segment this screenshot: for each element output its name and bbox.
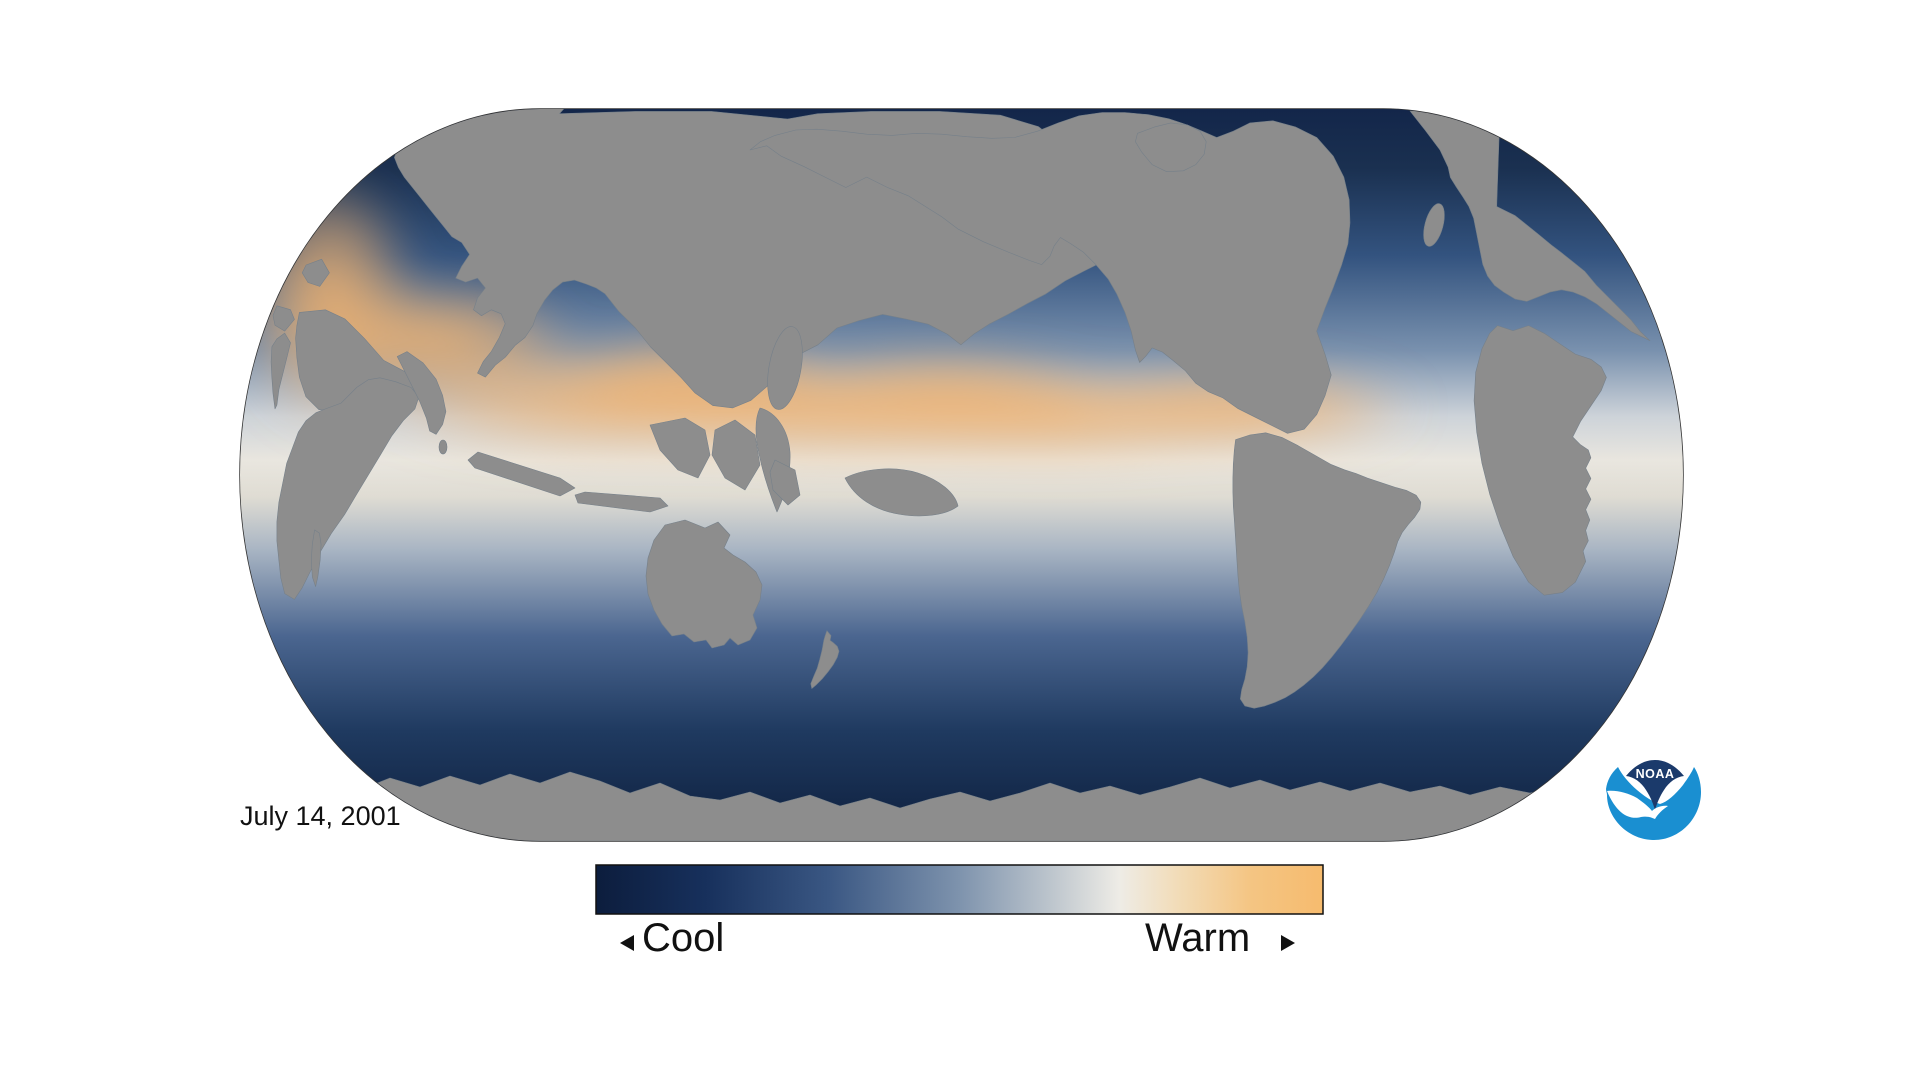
svg-text:July 14, 2001: July 14, 2001 xyxy=(240,801,401,831)
svg-text:NOAA: NOAA xyxy=(1636,767,1675,781)
svg-text:Warm: Warm xyxy=(1145,916,1250,960)
svg-text:Cool: Cool xyxy=(642,916,724,960)
